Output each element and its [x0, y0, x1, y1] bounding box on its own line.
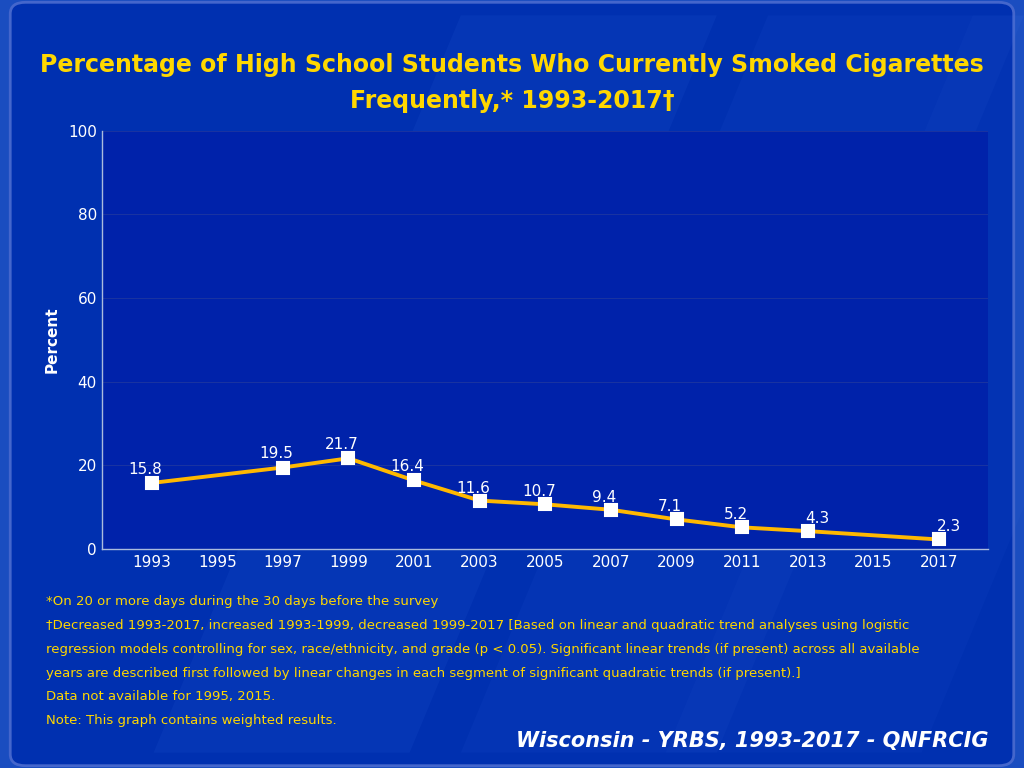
- Text: 19.5: 19.5: [259, 446, 293, 462]
- Text: †Decreased 1993-2017, increased 1993-1999, decreased 1999-2017 [Based on linear : †Decreased 1993-2017, increased 1993-199…: [46, 619, 909, 632]
- Text: 10.7: 10.7: [522, 485, 556, 499]
- Text: Percentage of High School Students Who Currently Smoked Cigarettes: Percentage of High School Students Who C…: [40, 53, 984, 78]
- Text: 21.7: 21.7: [325, 437, 358, 452]
- Polygon shape: [461, 15, 1024, 753]
- Text: 2.3: 2.3: [937, 519, 961, 535]
- Text: 16.4: 16.4: [390, 459, 424, 474]
- Text: Wisconsin - YRBS, 1993-2017 - QNFRCIG: Wisconsin - YRBS, 1993-2017 - QNFRCIG: [516, 731, 988, 751]
- Text: 4.3: 4.3: [806, 511, 829, 526]
- Text: 7.1: 7.1: [657, 499, 682, 515]
- Text: *On 20 or more days during the 30 days before the survey: *On 20 or more days during the 30 days b…: [46, 595, 438, 608]
- Text: Data not available for 1995, 2015.: Data not available for 1995, 2015.: [46, 690, 275, 703]
- FancyBboxPatch shape: [10, 2, 1014, 766]
- Y-axis label: Percent: Percent: [45, 306, 59, 373]
- Polygon shape: [154, 15, 717, 753]
- Text: regression models controlling for sex, race/ethnicity, and grade (p < 0.05). Sig: regression models controlling for sex, r…: [46, 643, 920, 656]
- Text: years are described first followed by linear changes in each segment of signific: years are described first followed by li…: [46, 667, 801, 680]
- Text: 9.4: 9.4: [592, 490, 616, 505]
- Text: 11.6: 11.6: [456, 481, 490, 495]
- Text: 15.8: 15.8: [128, 462, 162, 477]
- Text: Frequently,* 1993-2017†: Frequently,* 1993-2017†: [349, 89, 675, 114]
- Text: Note: This graph contains weighted results.: Note: This graph contains weighted resul…: [46, 714, 337, 727]
- Text: 5.2: 5.2: [724, 508, 748, 522]
